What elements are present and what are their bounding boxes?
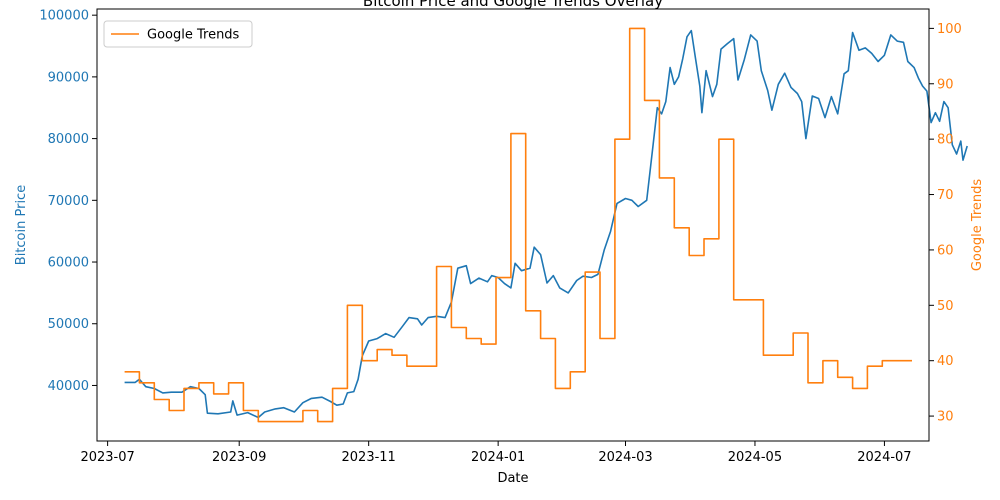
series-line-bitcoin-price [124, 29, 968, 419]
right-axis-title: Google Trends [970, 179, 985, 272]
right-tick-label: 40 [937, 354, 954, 369]
right-tick-label: 70 [937, 188, 954, 203]
legend: Google Trends [103, 20, 253, 48]
plot-frame [96, 8, 930, 442]
left-tick-label: 70000 [48, 194, 89, 209]
left-tick-label: 50000 [48, 317, 89, 332]
left-tick-label: 80000 [48, 132, 89, 147]
left-tick-label: 40000 [48, 379, 89, 394]
legend-box [103, 20, 253, 48]
x-tick-label: 2024-01 [471, 450, 525, 465]
right-tick-label: 90 [937, 77, 954, 92]
x-tick-label: 2023-11 [342, 450, 396, 465]
right-tick-label: 100 [937, 22, 962, 37]
right-tick-label: 80 [937, 133, 954, 148]
x-axis-title: Date [497, 471, 528, 486]
right-tick-label: 30 [937, 410, 954, 425]
x-tick-label: 2024-03 [598, 450, 652, 465]
axis-layer: 2023-07 2023-09 2023-11 2024-01 2024-03 2024-… [39, 9, 961, 465]
right-tick-label: 50 [937, 299, 954, 314]
left-tick-label: 100000 [39, 9, 89, 24]
x-tick-label: 2023-09 [212, 450, 266, 465]
right-tick-label: 60 [937, 243, 954, 258]
chart-title: Bitcoin Price and Google Trends Overlay [363, 0, 663, 10]
plot-layer [124, 27, 968, 423]
legend-label-google-trends: Google Trends [147, 28, 240, 43]
x-tick-label: 2024-07 [857, 450, 911, 465]
x-tick-label: 2024-05 [728, 450, 782, 465]
series-line-google-trends [124, 27, 912, 423]
left-tick-label: 60000 [48, 256, 89, 271]
x-tick-label: 2023-07 [80, 450, 134, 465]
left-axis-title: Bitcoin Price [14, 185, 29, 265]
left-tick-label: 90000 [48, 70, 89, 85]
